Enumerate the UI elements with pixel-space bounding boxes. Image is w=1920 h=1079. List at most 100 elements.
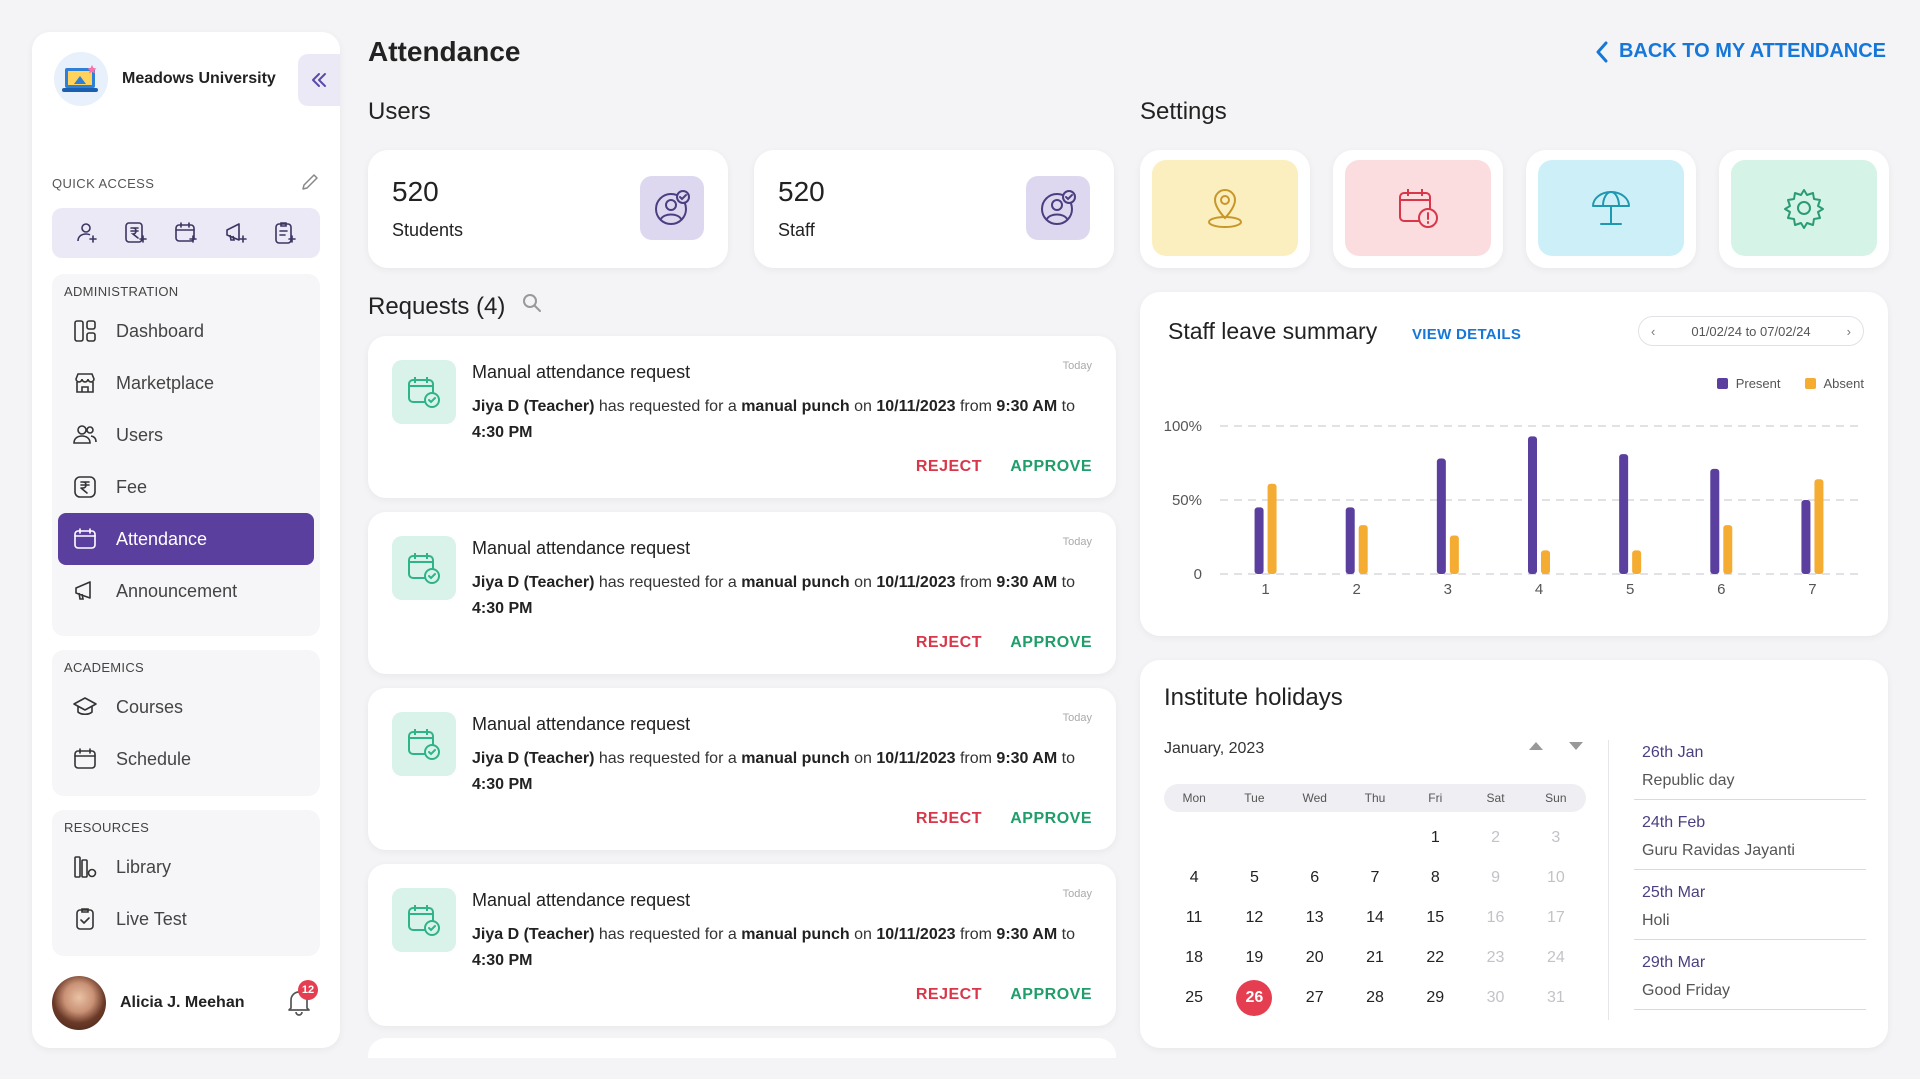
calendar-day[interactable]: 25 — [1185, 989, 1204, 1006]
sidebar-item-announcement[interactable]: Announcement — [58, 565, 314, 617]
calendar-day[interactable]: 22 — [1426, 949, 1445, 966]
sidebar-item-schedule[interactable]: Schedule — [58, 733, 314, 785]
sidebar-item-fee[interactable]: Fee — [58, 461, 314, 513]
brand[interactable]: Meadows University — [54, 52, 276, 106]
approve-button[interactable]: APPROVE — [1010, 986, 1092, 1003]
sidebar-item-label: Marketplace — [116, 372, 215, 393]
pencil-icon[interactable] — [300, 172, 320, 197]
calendar-day[interactable]: 20 — [1305, 949, 1324, 966]
calendar-day[interactable]: 19 — [1245, 949, 1264, 966]
students-stat-card[interactable]: 520 Students — [368, 150, 728, 268]
calendar-day[interactable]: 12 — [1245, 909, 1264, 926]
calendar-day[interactable]: 23 — [1486, 949, 1505, 966]
caret-up-icon[interactable] — [1528, 738, 1544, 756]
leave-alert-setting-button[interactable] — [1345, 160, 1491, 256]
request-time: Today — [1062, 712, 1092, 724]
calendar-day[interactable]: 5 — [1249, 869, 1259, 886]
general-setting-card[interactable] — [1719, 150, 1889, 268]
add-announcement-icon[interactable] — [220, 217, 252, 249]
sidebar: Meadows University QUICK ACCESS ADMINIST… — [32, 32, 340, 1048]
calendar-day[interactable]: 3 — [1551, 829, 1561, 846]
calendar-day-empty — [1285, 818, 1345, 858]
calendar-day[interactable]: 11 — [1185, 909, 1203, 926]
reject-button[interactable]: REJECT — [915, 810, 982, 827]
sidebar-item-users[interactable]: Users — [58, 409, 314, 461]
calendar-day[interactable]: 27 — [1305, 989, 1324, 1006]
legend-swatch — [1804, 378, 1816, 389]
calendar-day[interactable]: 4 — [1189, 869, 1199, 886]
calendar-day[interactable]: 17 — [1546, 909, 1565, 926]
sidebar-item-label: Courses — [116, 696, 184, 717]
calendar-day[interactable]: 9 — [1491, 869, 1501, 886]
reject-button[interactable]: REJECT — [915, 634, 982, 651]
add-test-icon[interactable] — [269, 217, 301, 249]
administration-group: ADMINISTRATION Dashboard Marketplace Use… — [52, 274, 320, 636]
approve-button[interactable]: APPROVE — [1010, 810, 1092, 827]
caret-down-icon[interactable] — [1568, 738, 1584, 756]
calendar-day[interactable]: 13 — [1305, 909, 1324, 926]
approve-button[interactable]: APPROVE — [1010, 634, 1092, 651]
legend-swatch — [1716, 378, 1728, 389]
reject-button[interactable]: REJECT — [915, 458, 982, 475]
bell-icon[interactable]: 12 — [286, 980, 318, 1021]
calendar-day[interactable]: 28 — [1366, 989, 1384, 1006]
calendar-day-empty — [1164, 818, 1224, 858]
add-calendar-icon[interactable] — [170, 217, 202, 249]
calendar-day[interactable]: 7 — [1370, 869, 1380, 886]
calendar-day[interactable]: 1 — [1430, 829, 1440, 846]
calendar-day[interactable]: 30 — [1486, 989, 1505, 1006]
megaphone-icon — [70, 576, 100, 606]
sidebar-item-library[interactable]: Library — [58, 841, 314, 893]
x-tick-label: 7 — [1808, 581, 1816, 598]
leave-alert-setting-card[interactable] — [1333, 150, 1503, 268]
add-user-icon[interactable] — [71, 217, 103, 249]
list-item[interactable]: 24th Feb Guru Ravidas Jayanti — [1634, 800, 1866, 870]
staff-stat-card[interactable]: 520 Staff — [754, 150, 1114, 268]
weekday-label: Wed — [1302, 791, 1327, 805]
calendar-day[interactable]: 18 — [1185, 949, 1204, 966]
calendar-day[interactable]: 8 — [1430, 869, 1440, 886]
x-tick-label: 6 — [1717, 581, 1725, 598]
calendar-day[interactable]: 24 — [1546, 949, 1565, 966]
calendar-day[interactable]: 2 — [1491, 829, 1501, 846]
calendar-day[interactable]: 16 — [1486, 909, 1505, 926]
add-fee-icon[interactable] — [120, 217, 152, 249]
calendar-day[interactable]: 29 — [1426, 989, 1445, 1006]
holiday-setting-card[interactable] — [1526, 150, 1696, 268]
chevron-left-icon[interactable]: ‹ — [1651, 323, 1656, 339]
chevron-right-icon[interactable]: › — [1846, 323, 1851, 339]
collapse-sidebar-button[interactable] — [298, 54, 340, 106]
sidebar-item-courses[interactable]: Courses — [58, 681, 314, 733]
list-item[interactable]: 29th Mar Good Friday — [1634, 940, 1866, 1010]
page-title: Attendance — [368, 36, 521, 67]
calendar-day[interactable]: 31 — [1546, 989, 1565, 1006]
calendar-day[interactable]: 21 — [1366, 949, 1384, 966]
holiday-setting-button[interactable] — [1538, 160, 1684, 256]
calendar-day[interactable]: 6 — [1310, 869, 1320, 886]
location-setting-card[interactable] — [1140, 150, 1310, 268]
date-range-picker[interactable]: ‹ 01/02/24 to 07/02/24 › — [1638, 316, 1864, 346]
user-profile[interactable]: Alicia J. Meehan 12 — [52, 974, 322, 1032]
calendar-day[interactable]: 15 — [1426, 909, 1445, 926]
general-setting-button[interactable] — [1731, 160, 1877, 256]
view-details-link[interactable]: VIEW DETAILS — [1412, 326, 1522, 343]
bar-present — [1710, 468, 1720, 574]
list-item[interactable]: 26th Jan Republic day — [1634, 730, 1866, 800]
sidebar-item-attendance[interactable]: Attendance — [58, 513, 314, 565]
list-item[interactable]: 25th Mar Holi — [1634, 870, 1866, 940]
approve-button[interactable]: APPROVE — [1010, 458, 1092, 475]
calendar-day-today[interactable]: 26 — [1224, 978, 1284, 1018]
sidebar-item-marketplace[interactable]: Marketplace — [58, 357, 314, 409]
calendar-day[interactable]: 10 — [1546, 869, 1565, 886]
sidebar-item-dashboard[interactable]: Dashboard — [58, 305, 314, 357]
request-card: Manual attendance request Today Jiya D (… — [368, 336, 1116, 498]
reject-button[interactable]: REJECT — [915, 986, 982, 1003]
avatar[interactable] — [52, 976, 106, 1030]
location-setting-button[interactable] — [1152, 160, 1298, 256]
holiday-name: Good Friday — [1642, 982, 1731, 999]
search-icon[interactable] — [521, 292, 543, 321]
calendar-day[interactable]: 14 — [1366, 909, 1384, 926]
sidebar-item-label: Users — [116, 424, 164, 445]
sidebar-item-live-test[interactable]: Live Test — [58, 893, 314, 945]
back-to-my-attendance-link[interactable]: BACK TO MY ATTENDANCE — [1595, 40, 1886, 63]
